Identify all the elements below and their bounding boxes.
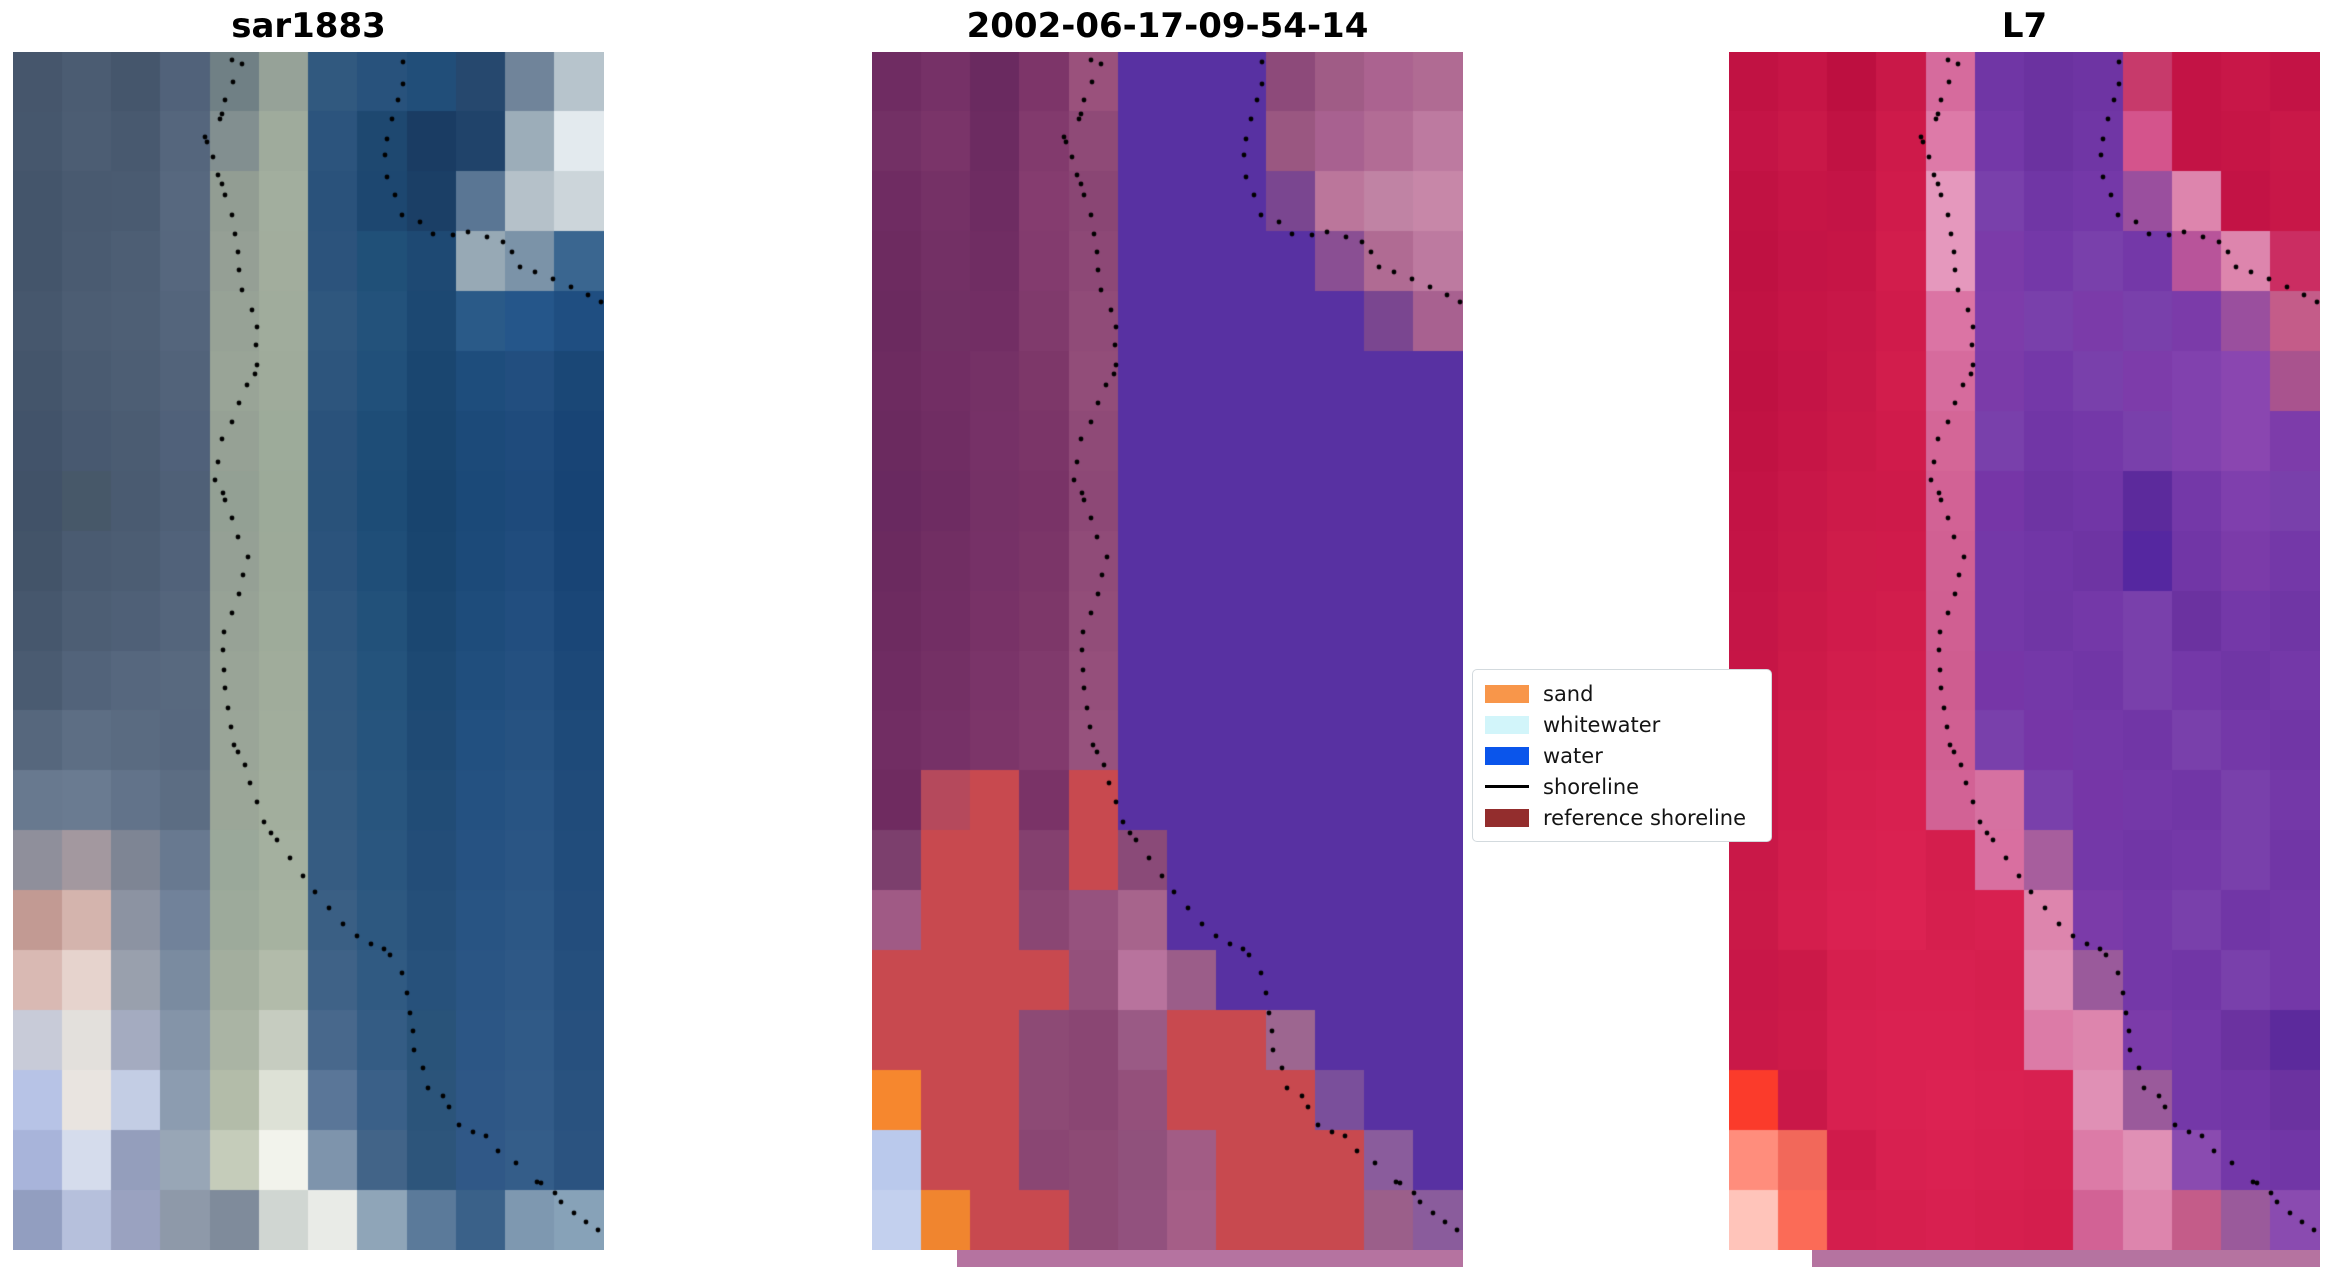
water-color-swatch (1485, 746, 1529, 765)
legend-label-whitewater: whitewater (1543, 712, 1661, 737)
panel-image-2002-06-17-09-54-14 (872, 52, 1463, 1250)
legend-item-shoreline: shoreline (1485, 771, 1771, 802)
legend-item-reference-shoreline: reference shoreline (1485, 802, 1771, 833)
legend-label-shoreline: shoreline (1543, 774, 1640, 799)
shoreline-line-swatch (1485, 785, 1529, 788)
legend-label-water: water (1543, 743, 1603, 768)
panel-title-sar1883: sar1883 (231, 6, 386, 46)
sand-color-swatch (1485, 684, 1529, 703)
legend-item-sand: sand (1485, 678, 1771, 709)
panel-2002-bottom-overflow-strip (957, 1250, 1463, 1267)
panel-title-2002-06-17-09-54-14: 2002-06-17-09-54-14 (966, 6, 1369, 46)
legend-item-whitewater: whitewater (1485, 709, 1771, 740)
panel-image-sar1883 (13, 52, 604, 1250)
legend-label-sand: sand (1543, 681, 1594, 706)
whitewater-color-swatch (1485, 715, 1529, 734)
panel-title-L7: L7 (2001, 6, 2048, 46)
legend-label-reference-shoreline: reference shoreline (1543, 805, 1747, 830)
panel-image-L7 (1729, 52, 2320, 1250)
panel-L7-bottom-overflow-strip (1812, 1250, 2320, 1267)
legend-item-water: water (1485, 740, 1771, 771)
reference-shoreline-color-swatch (1485, 808, 1529, 827)
legend: sand whitewater water shoreline referenc… (1472, 669, 1772, 842)
